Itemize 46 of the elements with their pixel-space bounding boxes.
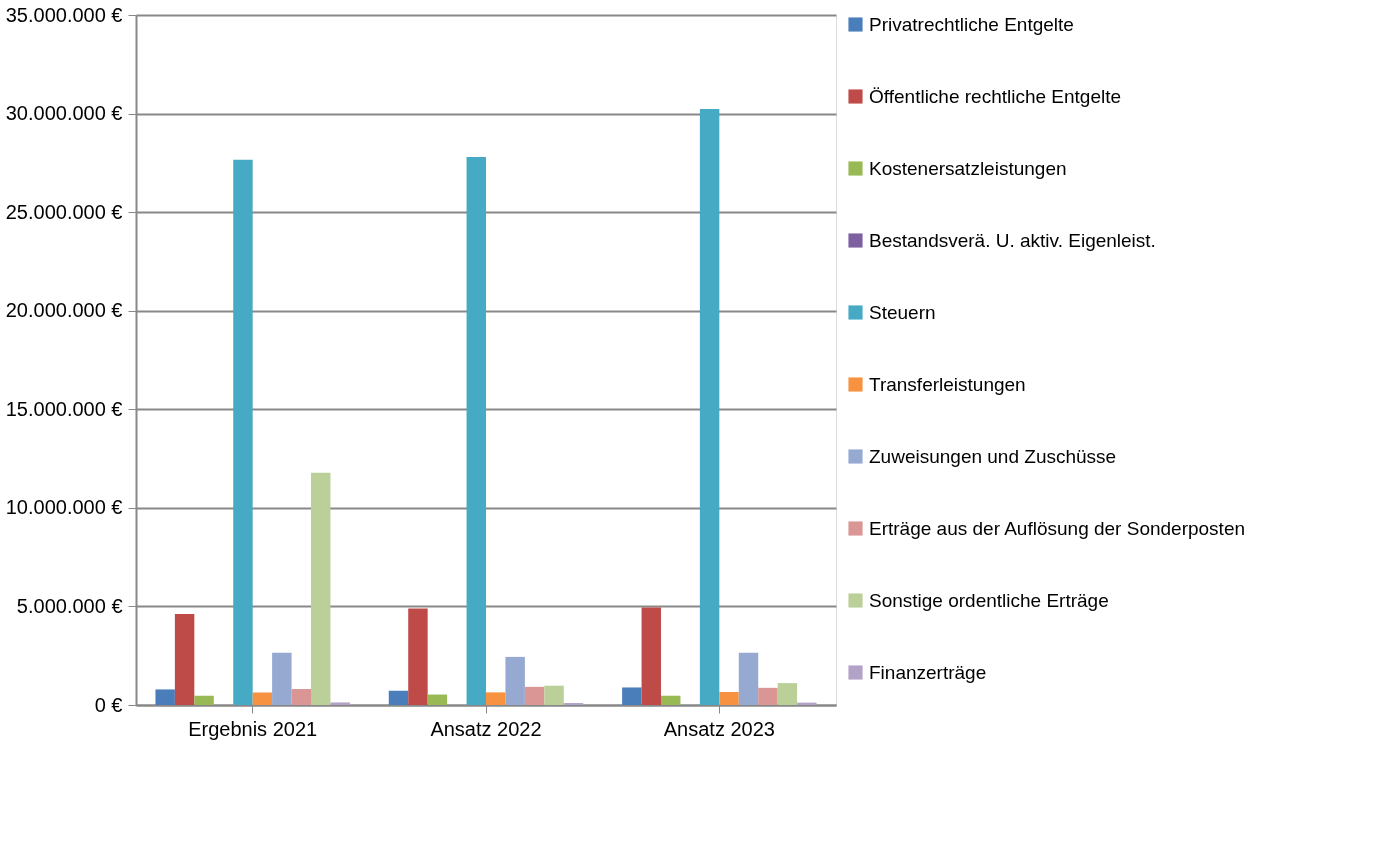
bar (427, 694, 448, 705)
legend-label: Privatrechtliche Entgelte (869, 13, 1074, 35)
legend-label: Zuweisungen und Zuschüsse (869, 445, 1117, 467)
bar (155, 689, 175, 705)
bar (272, 652, 292, 705)
bar (622, 687, 642, 705)
bar (641, 607, 661, 705)
y-tick-label: 30.000.000 € (5, 102, 123, 125)
bar (661, 695, 681, 705)
bar (194, 695, 214, 705)
bar (524, 686, 545, 705)
bar (330, 702, 350, 705)
y-tick-label: 15.000.000 € (5, 397, 123, 420)
bar (466, 156, 486, 705)
bar (719, 691, 739, 705)
bar (311, 472, 331, 705)
bar (233, 159, 253, 705)
x-tick-label: Ansatz 2023 (663, 717, 775, 740)
x-tick-label: Ansatz 2022 (430, 717, 542, 740)
bar (738, 652, 759, 705)
bar (758, 687, 778, 705)
bar (174, 614, 195, 705)
bar (388, 690, 409, 705)
legend-label: Bestandsverä. U. aktiv. Eigenleist. (869, 229, 1156, 251)
bar (699, 109, 720, 705)
y-tick-label: 5.000.000 € (16, 594, 123, 617)
legend-label: Öffentliche rechtliche Entgelte (869, 85, 1122, 107)
bar (408, 608, 428, 705)
y-tick-label: 0 € (94, 693, 123, 716)
legend-label: Erträge aus der Auflösung der Sonderposten (869, 517, 1246, 539)
y-tick-label: 10.000.000 € (5, 496, 123, 519)
bar (505, 656, 525, 705)
legend-label: Transferleistungen (869, 373, 1026, 395)
y-tick-label: 25.000.000 € (5, 200, 123, 223)
legend-label: Kostenersatzleistungen (869, 157, 1067, 179)
legend-label: Sonstige ordentliche Erträge (869, 589, 1109, 611)
legend-label: Steuern (869, 301, 936, 323)
x-tick-label: Ergebnis 2021 (188, 717, 318, 740)
bar (252, 692, 273, 705)
bar (291, 689, 311, 705)
bar (486, 692, 506, 705)
bar (777, 683, 798, 705)
y-tick-label: 20.000.000 € (5, 299, 123, 322)
bar (544, 685, 564, 705)
y-tick-label: 35.000.000 € (5, 3, 123, 26)
legend-label: Finanzerträge (869, 661, 987, 683)
